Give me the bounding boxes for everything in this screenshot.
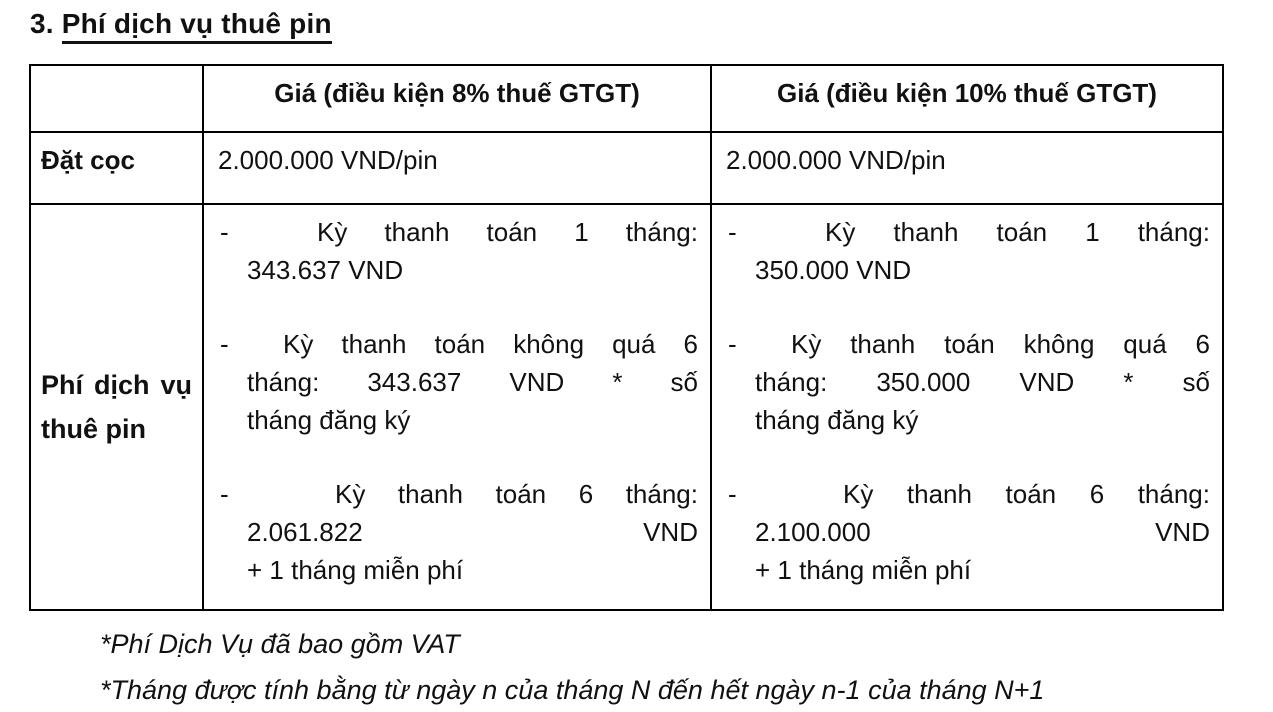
fee-item: - Kỳ thanh toán 6 tháng: 2.061.822 VND + 1 …: [212, 475, 698, 589]
dash-bullet-marker: -: [728, 329, 737, 359]
fee-item: - Kỳ thanh toán 6 tháng: 2.100.000 VND + 1 …: [720, 475, 1210, 589]
dash-bullet-marker: -: [728, 217, 737, 247]
tab-spacer: [247, 352, 283, 353]
document-page: 3. Phí dịch vụ thuê pin Giá (điều kiện 8…: [0, 8, 1273, 712]
service-fees-8pct: - Kỳ thanh toán 1 tháng: 343.637 VND - Kỳ th…: [202, 203, 712, 611]
fee-item-line: tháng đăng ký: [755, 405, 919, 435]
fee-item-line: Kỳ thanh toán 1 tháng:: [247, 213, 698, 251]
fee-item: - Kỳ thanh toán 1 tháng: 350.000 VND: [720, 213, 1210, 289]
fee-item-line: Kỳ thanh toán 6 tháng:: [247, 475, 698, 513]
tab-spacer: [755, 502, 843, 503]
fee-item: - Kỳ thanh toán không quá 6 tháng: 350.000…: [720, 325, 1210, 439]
tab-spacer: [755, 240, 825, 241]
fee-item-line: Kỳ thanh toán không quá 6: [755, 325, 1210, 363]
fee-item-line: Kỳ thanh toán không quá 6: [247, 325, 698, 363]
fee-item: - Kỳ thanh toán 1 tháng: 343.637 VND: [212, 213, 698, 289]
fee-item: - Kỳ thanh toán không quá 6 tháng: 343.637…: [212, 325, 698, 439]
footnote-month-definition: *Tháng được tính bằng từ ngày n của thán…: [100, 675, 1045, 705]
fee-item-line: + 1 tháng miễn phí: [247, 555, 464, 585]
deposit-row-label: Đặt cọc: [29, 131, 204, 205]
service-fee-row: Phí dịch vụ thuê pin - Kỳ thanh toán 1 th…: [29, 203, 1224, 611]
fee-item-line: + 1 tháng miễn phí: [755, 555, 972, 585]
tab-spacer: [755, 352, 791, 353]
section-number: 3.: [30, 8, 54, 39]
header-price-8pct: Giá (điều kiện 8% thuế GTGT): [202, 64, 712, 133]
dash-bullet-marker: -: [220, 479, 229, 509]
fee-item-line: tháng: 343.637 VND * số: [247, 367, 698, 397]
fee-item-line: 2.061.822 VND: [247, 517, 698, 547]
footnote-vat-included: *Phí Dịch Vụ đã bao gồm VAT: [100, 629, 460, 659]
service-fees-10pct: - Kỳ thanh toán 1 tháng: 350.000 VND - Kỳ th…: [710, 203, 1224, 611]
deposit-row: Đặt cọc 2.000.000 VND/pin 2.000.000 VND/…: [29, 131, 1224, 205]
blank-header-cell: [29, 64, 204, 133]
deposit-price-8pct: 2.000.000 VND/pin: [202, 131, 712, 205]
fee-item-line: tháng đăng ký: [247, 405, 411, 435]
fee-item-line: 2.100.000 VND: [755, 517, 1210, 547]
fee-item-line: tháng: 350.000 VND * số: [755, 367, 1210, 397]
service-fee-row-label: Phí dịch vụ thuê pin: [29, 203, 204, 611]
fee-item-line: 350.000 VND: [755, 255, 912, 285]
section-title: 3. Phí dịch vụ thuê pin: [30, 8, 1273, 44]
footnotes: *Phí Dịch Vụ đã bao gồm VAT *Tháng được …: [100, 621, 1273, 712]
fee-item-line: Kỳ thanh toán 1 tháng:: [755, 213, 1210, 251]
fee-item-line: 343.637 VND: [247, 255, 404, 285]
header-row: Giá (điều kiện 8% thuế GTGT) Giá (điều k…: [29, 64, 1224, 133]
dash-bullet-marker: -: [728, 479, 737, 509]
deposit-price-10pct: 2.000.000 VND/pin: [710, 131, 1224, 205]
header-price-10pct: Giá (điều kiện 10% thuế GTGT): [710, 64, 1224, 133]
fee-item-line: Kỳ thanh toán 6 tháng:: [755, 475, 1210, 513]
dash-bullet-marker: -: [220, 329, 229, 359]
dash-bullet-marker: -: [220, 217, 229, 247]
section-title-text: Phí dịch vụ thuê pin: [61, 8, 332, 44]
tab-spacer: [247, 240, 317, 241]
tab-spacer: [247, 502, 335, 503]
battery-rental-fee-table: Giá (điều kiện 8% thuế GTGT) Giá (điều k…: [29, 64, 1224, 611]
